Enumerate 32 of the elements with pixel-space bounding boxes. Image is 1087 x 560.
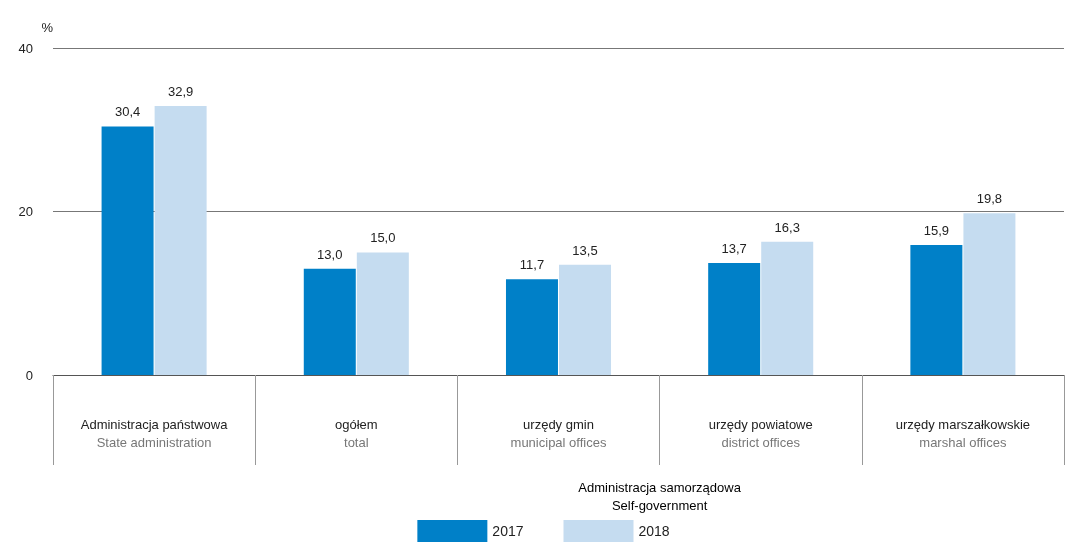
bar (559, 264, 612, 375)
bar (303, 268, 356, 375)
y-tick-label: 40 (18, 40, 33, 56)
x-tick-label: urzędy marszałkowskie marshal offices (895, 416, 1031, 450)
y-axis-title: % (41, 20, 54, 35)
bar (963, 213, 1016, 375)
data-label: 13,0 (317, 246, 343, 262)
legend-label: 2018 (638, 523, 670, 539)
legend-label: 2017 (492, 523, 524, 539)
data-label: 30,4 (114, 104, 141, 120)
bar (708, 263, 761, 375)
x-tick-label: Administracja państwowa State administration (80, 416, 229, 450)
x-tick-label: urzędy powiatowe district offices (708, 416, 813, 450)
data-label: 11,7 (519, 257, 545, 273)
text: Administracja samorządowa Self-government (578, 479, 742, 513)
data-label: 19,8 (976, 191, 1003, 207)
bar (356, 252, 409, 375)
bar (761, 241, 814, 375)
x-tick-label: ogółem total (334, 416, 378, 450)
data-label: 16,3 (774, 219, 800, 235)
x-tick-label: urzędy gmin municipal offices (510, 416, 607, 450)
data-label: 15,9 (923, 223, 950, 239)
y-tick-label: 0 (25, 367, 33, 383)
data-label: 32,9 (167, 84, 194, 100)
bar (505, 279, 558, 375)
data-label: 15,0 (370, 230, 396, 246)
data-label: 13,5 (572, 242, 598, 258)
bar (101, 126, 154, 375)
y-tick-label: 20 (18, 204, 33, 219)
data-label: 13,7 (721, 241, 747, 256)
bar (154, 106, 207, 375)
bar (910, 245, 963, 375)
